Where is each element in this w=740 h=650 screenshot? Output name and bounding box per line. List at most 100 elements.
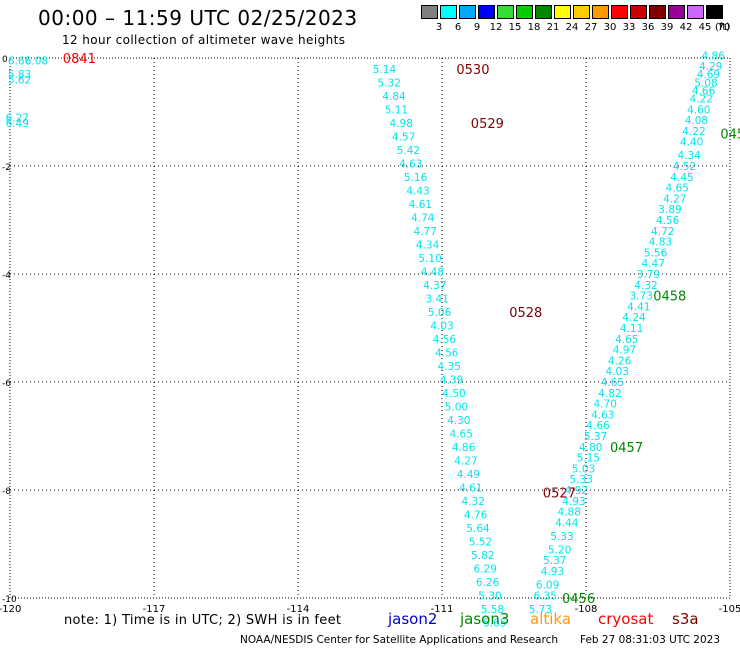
wave-height-value: 4.63 [591,409,614,421]
satellite-label-altika: altika [530,610,572,628]
y-tick-label: 0 [2,55,8,65]
wave-height-value: 4.77 [414,226,437,238]
pass-time-label: 0456 [562,592,595,607]
y-tick-label: -10 [2,595,17,605]
legend-swatch-45 [687,5,704,19]
wave-height-value: 4.65 [615,334,638,346]
pass-time-label: 0459 [720,128,740,143]
legend-label-33: 33 [622,22,636,33]
legend-swatch-3 [421,5,438,19]
wave-height-value: 4.57 [392,131,415,143]
wave-height-value: 4.24 [622,312,646,324]
wave-height-value: 5.11 [385,104,408,116]
wave-height-value: 4.08 [685,115,708,127]
wave-height-value: 4.86 [452,442,476,454]
legend-swatch-36 [630,5,647,19]
wave-height-value: 4.03 [606,366,629,378]
wave-height-value: 4.32 [462,496,485,508]
wave-height-value: 4.61 [459,482,482,494]
page-subtitle: 12 hour collection of altimeter wave hei… [62,33,346,47]
wave-height-value: 5.52 [469,536,492,548]
x-tick-label: -111 [431,604,454,615]
wave-height-value: 3.79 [637,269,660,281]
legend-swatch-15 [497,5,514,19]
wave-height-value: 5.73 [529,604,552,616]
wave-height-value: 5.83 [8,69,31,81]
wave-height-value: 4.47 [642,258,665,270]
legend-label-27: 27 [584,22,598,33]
wave-height-value: 4.65 [450,428,473,440]
legend-label-15: 15 [508,22,522,33]
wave-height-value: 4.41 [627,301,650,313]
legend-swatch-27 [573,5,590,19]
x-tick-label: -114 [287,604,310,615]
wave-height-value: 5.37 [543,555,566,567]
wave-height-value: 4.37 [423,280,446,292]
wave-height-value: 4.97 [613,345,636,357]
legend-unit: (ft) [715,22,731,33]
legend-label-42: 42 [679,22,693,33]
wave-height-value: 4.30 [447,415,470,427]
wave-height-value: 4.27 [663,193,686,205]
y-tick-label: -2 [2,163,11,173]
wave-height-value: 4.82 [598,388,621,400]
wave-height-value: 3.41 [426,293,449,305]
satellite-label-jason2: jason2 [388,610,438,628]
wave-height-value: 6.29 [474,563,497,575]
wave-height-value: 4.63 [399,158,422,170]
legend-label-24: 24 [565,22,579,33]
wave-height-value: 5.16 [404,172,428,184]
wave-height-value: 6.08 [25,56,48,68]
page-title: 00:00 – 11:59 UTC 02/25/2023 [38,6,358,30]
wave-height-value: 6.35 [534,590,557,602]
legend-label-36: 36 [641,22,655,33]
wave-height-value: 4.66 [692,85,716,97]
wave-height-value: 4.22 [690,94,713,106]
legend-swatch-24 [554,5,571,19]
satellite-label-s3a: s3a [672,610,699,628]
footer-note: note: 1) Time is in UTC; 2) SWH is in fe… [64,613,342,628]
wave-height-value: 4.50 [442,388,465,400]
wave-height-value: 5.03 [572,463,595,475]
wave-height-value: 5.56 [644,247,668,259]
wave-height-value: 5.10 [418,253,441,265]
wave-height-value: 4.03 [430,320,453,332]
wave-height-value: 4.11 [620,323,643,335]
wave-height-value: 5.00 [445,401,468,413]
wave-height-value: 4.56 [656,215,680,227]
x-tick-label: -120 [0,604,21,615]
wave-height-value: 5.82 [471,550,494,562]
legend-swatch-33 [611,5,628,19]
wave-height-value: 4.76 [464,509,488,521]
wave-height-value: 6.09 [536,580,559,592]
legend-label-30: 30 [603,22,617,33]
wave-height-value: 4.93 [562,496,585,508]
legend-label-9: 9 [473,22,481,33]
wave-height-value: 4.65 [601,377,624,389]
wave-height-value: 4.65 [666,183,689,195]
wave-height-value: 4.52 [673,161,696,173]
x-tick-label: -117 [143,604,166,615]
wave-height-value: 4.29 [699,61,722,73]
legend-swatch-12 [478,5,495,19]
legend-swatch-21 [535,5,552,19]
pass-time-label: 0528 [509,306,542,321]
wave-height-value: 5.15 [577,453,600,465]
wave-height-value: 4.93 [541,566,564,578]
wave-height-value: 4.45 [670,172,693,184]
y-tick-label: -6 [2,379,11,389]
legend-swatch-30 [592,5,609,19]
pass-time-label: 0841 [63,52,96,67]
wave-height-value: 5.06 [428,307,452,319]
wave-height-value: 4.98 [390,118,413,130]
pass-time-label: 0529 [471,117,504,132]
legend-swatch-42 [668,5,685,19]
wave-height-value: 4.88 [558,507,581,519]
legend-label-6: 6 [454,22,462,33]
wave-height-value: 4.34 [678,150,702,162]
legend-swatch-70 [706,5,723,19]
wave-height-value: 5.58 [481,604,504,616]
wave-height-value: 5.37 [584,431,607,443]
wave-height-value: 6.26 [476,577,500,589]
wave-height-value: 4.27 [454,455,477,467]
